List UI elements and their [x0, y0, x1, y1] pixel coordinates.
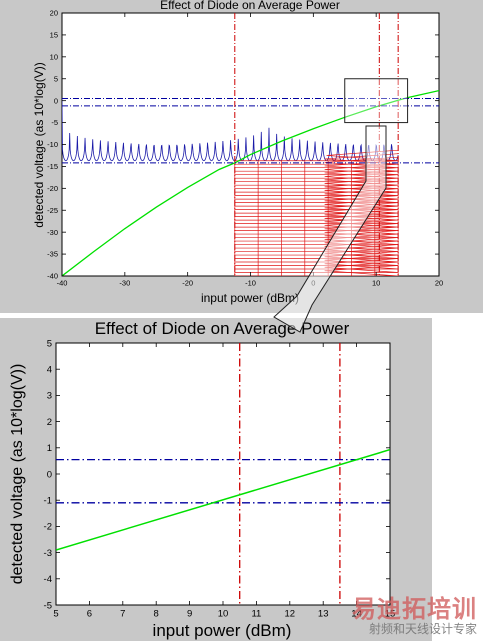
- bottom-y-tick-label: -3: [44, 548, 52, 559]
- top-green-series-line: [62, 89, 439, 276]
- top-x-tick-label: -30: [119, 279, 130, 288]
- bottom-x-axis-label: input power (dBm): [153, 621, 292, 640]
- top-red-ripple-line: [234, 167, 399, 179]
- top-x-tick-label: -40: [57, 279, 68, 288]
- top-x-axis-label: input power (dBm): [201, 291, 299, 305]
- top-red-ripple-line: [234, 265, 399, 276]
- bottom-x-tick-label: 5: [53, 609, 58, 620]
- top-red-ripple-line: [234, 149, 399, 162]
- bottom-chart-title: Effect of Diode on Average Power: [95, 319, 350, 338]
- bottom-plot-area: [55, 342, 391, 606]
- top-y-axis-label: detected voltage (as 10*log(V)): [32, 62, 46, 227]
- bottom-y-tick-label: 5: [47, 338, 52, 349]
- top-red-ripple-line: [234, 233, 399, 245]
- top-red-ripple-line: [234, 240, 399, 252]
- top-y-tick-label: -30: [47, 228, 58, 237]
- top-x-tick-label: 10: [372, 279, 380, 288]
- top-red-ripple-line: [234, 177, 399, 190]
- bottom-y-tick-label: -2: [44, 522, 52, 533]
- top-red-ripple-line: [234, 247, 399, 259]
- top-red-ripple-line: [234, 153, 399, 165]
- top-x-tick-label: 20: [435, 279, 443, 288]
- bottom-y-tick-label: -5: [44, 600, 52, 611]
- top-y-tick-label: -35: [47, 250, 58, 259]
- zoom-callout-arrow: [273, 125, 387, 333]
- bottom-x-tick-label: 13: [318, 609, 329, 620]
- top-ripple-red-series: [234, 149, 399, 276]
- bottom-x-tick-label: 15: [385, 609, 396, 620]
- top-red-ripple-line: [234, 244, 399, 256]
- top-y-tick-label: -10: [47, 140, 58, 149]
- top-x-tick-label: -10: [245, 279, 256, 288]
- top-red-ripple-line: [234, 156, 399, 169]
- bottom-y-tick-label: -1: [44, 496, 52, 507]
- top-red-ripple-line: [234, 174, 399, 186]
- bottom-green-series-line: [56, 448, 390, 551]
- bottom-y-tick-label: 1: [47, 443, 52, 454]
- bottom-x-tick-label: 9: [187, 609, 192, 620]
- top-y-tick-label: -20: [47, 184, 58, 193]
- bottom-y-tick-label: 3: [47, 391, 52, 402]
- top-y-tick-label: 0: [54, 96, 58, 105]
- top-y-tick-label: 10: [50, 52, 58, 61]
- top-y-tick-label: -5: [51, 118, 58, 127]
- top-y-tick-label: -25: [47, 206, 58, 215]
- top-red-ripple-line: [234, 226, 399, 238]
- bottom-x-tick-label: 12: [285, 609, 296, 620]
- bottom-y-axis-label: detected voltage (as 10*log(V)): [9, 364, 26, 585]
- top-y-tick-label: -40: [47, 272, 58, 281]
- top-chart-title: Effect of Diode on Average Power: [160, 0, 340, 12]
- top-y-tick-label: 20: [50, 9, 58, 18]
- top-x-tick-label: -20: [182, 279, 193, 288]
- top-y-tick-label: 15: [50, 31, 58, 40]
- bottom-y-tick-label: 4: [47, 365, 52, 376]
- bottom-y-tick-label: 0: [47, 469, 52, 480]
- top-red-ripple-line: [234, 237, 399, 249]
- top-red-ripple-line: [234, 230, 399, 242]
- bottom-y-tick-label: 2: [47, 417, 52, 428]
- bottom-x-tick-label: 11: [251, 609, 261, 620]
- bottom-x-tick-label: 7: [120, 609, 125, 620]
- top-zoom-box: [344, 78, 409, 124]
- bottom-y-tick-label: -4: [44, 574, 52, 585]
- bottom-x-tick-label: 14: [351, 609, 362, 620]
- bottom-x-tick-label: 10: [218, 609, 229, 620]
- bottom-x-tick-label: 6: [87, 609, 92, 620]
- top-red-ripple-line: [234, 251, 399, 263]
- top-red-ripple-line: [234, 170, 399, 183]
- top-y-tick-label: 5: [54, 74, 58, 83]
- top-y-tick-label: -15: [47, 162, 58, 171]
- bottom-x-tick-label: 8: [154, 609, 159, 620]
- top-red-ripple-line: [234, 163, 399, 176]
